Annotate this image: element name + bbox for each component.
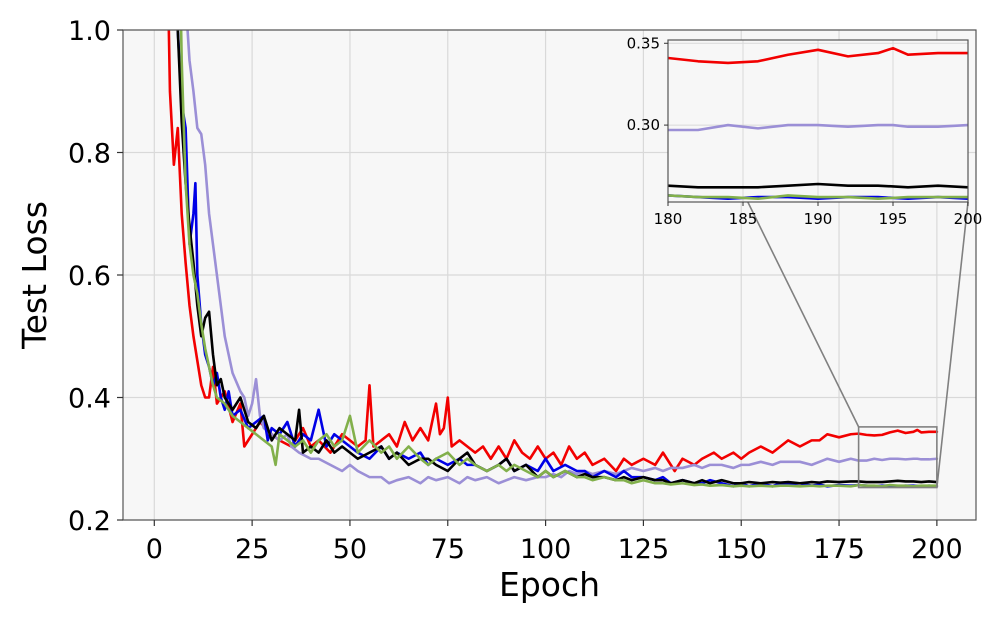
inset-series-line-4 — [668, 182, 968, 189]
inset-series-line-5 — [668, 194, 968, 201]
x-tick-label: 150 — [715, 534, 767, 565]
y-tick-label: 0.2 — [68, 506, 111, 537]
series-line-5 — [179, 30, 939, 488]
inset-y-tick-label: 0.35 — [627, 34, 660, 52]
series-line-2 — [186, 30, 939, 485]
zoom-connector-right — [936, 201, 969, 488]
inset-series-line-1 — [668, 46, 968, 65]
x-axis-ticks: 0 25 50 75 100 125 150 175 200 — [146, 520, 963, 565]
y-tick-label: 0.8 — [68, 139, 111, 170]
x-tick-label: 100 — [520, 534, 572, 565]
inset-series-line-2 — [668, 123, 968, 132]
y-tick-label: 0.4 — [68, 384, 111, 415]
x-tick-label: 125 — [618, 534, 670, 565]
inset-x-tick-label: 195 — [879, 210, 908, 228]
inset-y-axis-ticks: 0.30 0.35 — [627, 34, 668, 134]
inset-zoom-plot: 180 185 190 195 200 0.30 0.35 — [627, 34, 983, 228]
x-tick-label: 175 — [813, 534, 865, 565]
y-axis-title: Test Loss — [15, 201, 54, 350]
x-axis-title: Epoch — [499, 565, 600, 604]
series-lines — [167, 30, 939, 488]
series-line-4 — [176, 30, 939, 485]
y-axis-ticks: 0.2 0.4 0.6 0.8 1.0 — [68, 16, 123, 537]
inset-x-tick-label: 180 — [654, 210, 683, 228]
inset-y-tick-label: 0.30 — [627, 116, 660, 134]
x-tick-label: 25 — [235, 534, 269, 565]
x-tick-label: 200 — [911, 534, 963, 565]
x-tick-label: 75 — [431, 534, 465, 565]
y-tick-label: 0.6 — [68, 261, 111, 292]
series-line-1 — [167, 30, 939, 473]
inset-x-axis-ticks: 180 185 190 195 200 — [654, 202, 983, 228]
y-tick-label: 1.0 — [68, 16, 111, 47]
inset-series-lines — [668, 46, 968, 201]
inset-x-tick-label: 200 — [954, 210, 983, 228]
x-tick-label: 0 — [146, 534, 163, 565]
inset-x-tick-label: 190 — [804, 210, 833, 228]
inset-x-tick-label: 185 — [729, 210, 758, 228]
zoom-region-box — [857, 426, 938, 489]
x-tick-label: 50 — [333, 534, 367, 565]
